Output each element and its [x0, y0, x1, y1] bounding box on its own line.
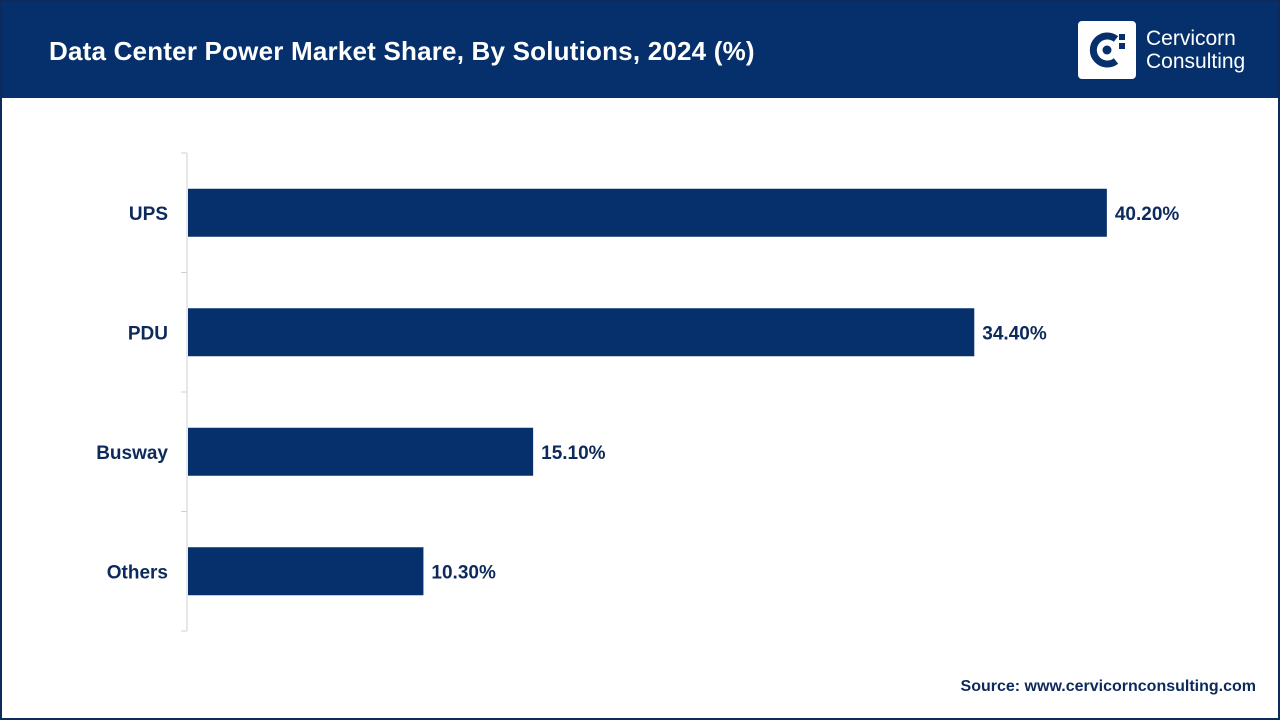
bar-chart: UPS 40.20% PDU 34.40% Busway 15.10% Others 10.3…: [96, 152, 1180, 632]
brand-logo: Cervicorn Consulting: [1078, 21, 1268, 81]
data-label: 10.30%: [431, 562, 496, 583]
bar-busway: [188, 427, 534, 476]
category-label: Busway: [96, 443, 168, 464]
category-label: Others: [107, 562, 168, 583]
category-label: UPS: [129, 204, 168, 225]
page-title: Data Center Power Market Share, By Solut…: [49, 36, 755, 66]
category-label: PDU: [128, 323, 168, 344]
brand-line-2: Consulting: [1146, 50, 1246, 73]
data-label: 15.10%: [541, 443, 606, 464]
bar-others: [188, 547, 424, 596]
brand-line-1: Cervicorn: [1146, 27, 1236, 50]
source-note: Source: www.cervicornconsulting.com: [960, 678, 1256, 695]
bar-ups: [188, 188, 1107, 237]
header-bar: Data Center Power Market Share, By Solut…: [2, 2, 1278, 98]
data-label: 40.20%: [1115, 204, 1180, 225]
bar-pdu: [188, 308, 975, 357]
brand-name: Cervicorn Consulting: [1146, 27, 1245, 73]
data-label: 34.40%: [982, 323, 1047, 344]
logo-icon: [1078, 21, 1136, 79]
